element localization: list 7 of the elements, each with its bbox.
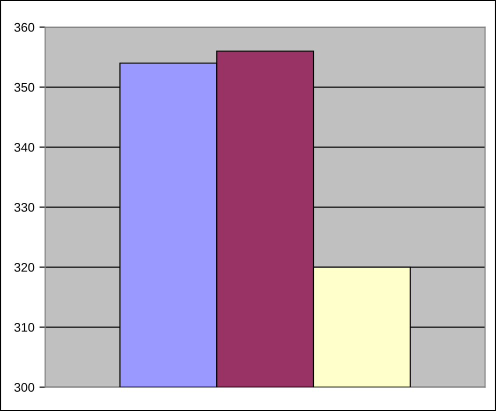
y-tick-label: 300 [14,382,34,392]
y-tick-label: 340 [14,142,34,152]
y-tick-label: 310 [14,322,34,332]
y-tick-label: 350 [14,82,34,92]
y-tick-label: 320 [14,262,34,272]
y-tick-label: 360 [14,22,34,32]
y-tick-label: 330 [14,202,34,212]
